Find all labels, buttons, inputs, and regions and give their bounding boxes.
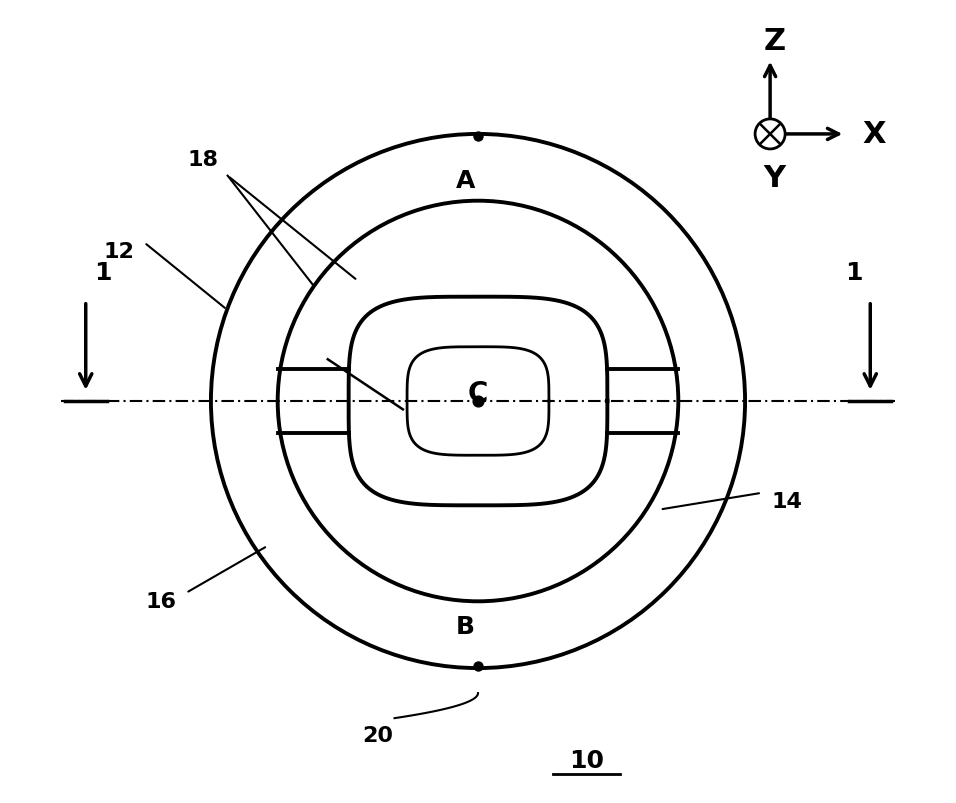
Text: 16: 16 xyxy=(145,592,176,612)
Text: 1: 1 xyxy=(94,260,111,284)
Text: 12: 12 xyxy=(103,242,135,262)
Text: X: X xyxy=(862,120,886,149)
Text: 10: 10 xyxy=(569,748,604,772)
Text: 14: 14 xyxy=(771,491,802,512)
Point xyxy=(470,130,486,143)
Point xyxy=(470,395,486,408)
Text: 1: 1 xyxy=(845,260,862,284)
Point xyxy=(470,660,486,673)
Text: 20: 20 xyxy=(362,725,393,745)
Circle shape xyxy=(755,120,785,150)
Text: 18: 18 xyxy=(187,150,218,169)
Text: Y: Y xyxy=(763,164,785,193)
Text: A: A xyxy=(456,169,475,193)
Text: C: C xyxy=(467,379,489,407)
Text: Z: Z xyxy=(763,27,785,56)
Text: B: B xyxy=(456,614,475,638)
